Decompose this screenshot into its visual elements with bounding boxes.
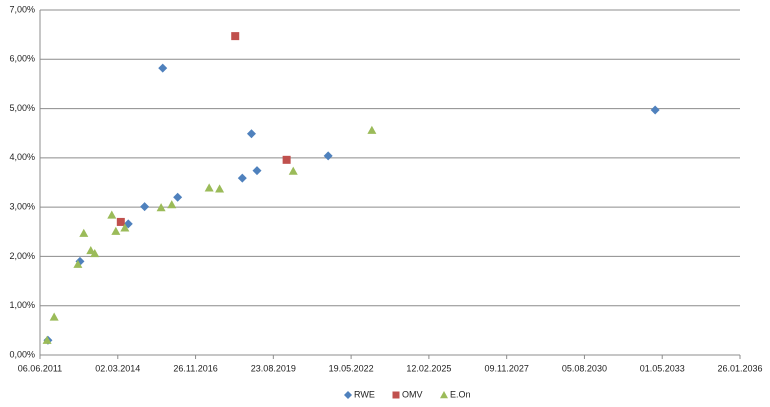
point [252, 166, 262, 176]
point [158, 63, 168, 73]
y-tick-label: 1,00% [9, 300, 35, 310]
legend-label: OMV [402, 389, 423, 399]
point [90, 248, 100, 258]
y-tick-label: 2,00% [9, 251, 35, 261]
point [237, 173, 247, 183]
point [173, 192, 183, 202]
x-tick-label: 06.06.2011 [18, 363, 62, 373]
x-tick-label: 23.08.2019 [251, 363, 296, 373]
point [215, 184, 225, 193]
y-tick-label: 3,00% [9, 202, 35, 212]
point [42, 335, 52, 344]
x-tick-label: 09.11.2027 [484, 363, 528, 373]
point [231, 32, 240, 41]
point [246, 129, 256, 139]
x-tick-label: 26.11.2016 [173, 363, 217, 373]
x-tick-label: 26.01.2036 [717, 363, 762, 373]
point [111, 226, 121, 235]
point [367, 125, 377, 134]
legend-label: RWE [354, 389, 375, 399]
legend-marker [440, 391, 448, 399]
legend-marker [392, 391, 400, 399]
point [140, 202, 150, 212]
point [73, 259, 83, 268]
point [323, 151, 333, 161]
point [167, 200, 177, 209]
y-tick-label: 0,00% [9, 349, 35, 359]
point [116, 217, 125, 226]
point [288, 166, 298, 175]
point [282, 155, 291, 164]
point [650, 105, 660, 115]
point [156, 203, 166, 212]
y-tick-label: 7,00% [9, 4, 35, 14]
y-tick-label: 6,00% [9, 54, 35, 64]
legend-label: E.On [450, 389, 471, 399]
x-tick-label: 12.02.2025 [406, 363, 451, 373]
legend-marker [344, 391, 352, 399]
point [79, 228, 89, 237]
y-tick-label: 4,00% [9, 152, 35, 162]
x-tick-label: 01.05.2033 [640, 363, 685, 373]
point [107, 210, 117, 219]
point [120, 223, 130, 232]
x-tick-label: 02.03.2014 [95, 363, 140, 373]
x-tick-label: 19.05.2022 [329, 363, 374, 373]
y-tick-label: 5,00% [9, 103, 35, 113]
point [204, 183, 214, 192]
x-tick-label: 05.08.2030 [562, 363, 607, 373]
point [49, 312, 59, 321]
